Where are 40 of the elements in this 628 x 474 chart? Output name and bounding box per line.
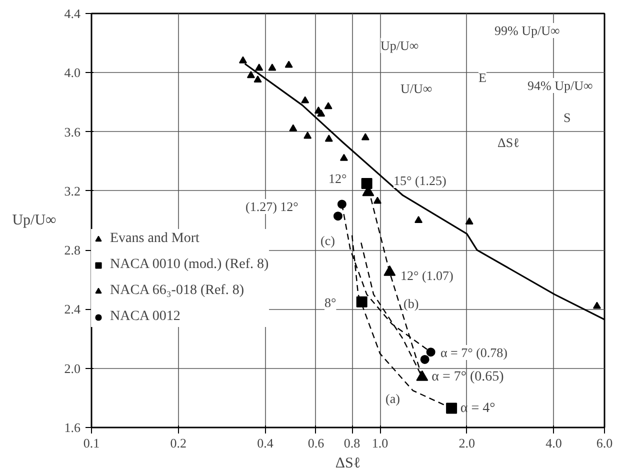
annotation: (c) bbox=[320, 233, 335, 248]
y-tick-label: 3.6 bbox=[64, 124, 81, 140]
annotation: 12° bbox=[328, 171, 347, 186]
legend-label: Evans and Mort bbox=[110, 231, 200, 247]
annotation: ΔSℓ bbox=[498, 135, 520, 150]
annotation: 12° (1.07) bbox=[400, 268, 454, 283]
annotation: Up/U∞ bbox=[380, 38, 419, 53]
x-tick-label: 4.0 bbox=[546, 436, 562, 450]
x-tick-label: 0.8 bbox=[344, 436, 360, 450]
x-tick-label: 0.2 bbox=[170, 436, 186, 450]
annotation: S bbox=[564, 110, 571, 125]
y-tick-label: 4.0 bbox=[64, 65, 80, 80]
annotation: 94% Up/U∞ bbox=[528, 78, 593, 93]
y-tick-label: 1.6 bbox=[64, 420, 81, 435]
y-tick-label: 2.8 bbox=[64, 242, 80, 258]
x-tick-label: 2.0 bbox=[458, 436, 475, 450]
x-tick-label: 0.1 bbox=[83, 436, 100, 450]
legend-label: NACA 0012 bbox=[110, 309, 180, 325]
annotation: α = 7° (0.65) bbox=[432, 370, 504, 385]
legend-label: NACA 66₃-018 (Ref. 8) bbox=[110, 283, 244, 299]
x-tick-label: 6.0 bbox=[596, 436, 613, 450]
y-tick-label: 4.4 bbox=[64, 6, 81, 21]
y-tick-label: 2.0 bbox=[64, 360, 80, 376]
annotation: (b) bbox=[404, 296, 419, 311]
x-tick-label: 0.4 bbox=[257, 436, 274, 450]
annotation: (a) bbox=[386, 391, 400, 406]
legend-label: NACA 0010 (mod.) (Ref. 8) bbox=[110, 257, 269, 273]
annotation: 15° (1.25) bbox=[394, 173, 446, 188]
y-axis-title: Up/U∞ bbox=[12, 212, 57, 228]
annotation: (1.27) 12° bbox=[246, 199, 298, 214]
x-tick-label: 1.0 bbox=[372, 436, 388, 450]
annotation: 8° bbox=[324, 295, 336, 310]
y-tick-label: 2.4 bbox=[64, 302, 81, 317]
x-axis-title: ΔSℓ bbox=[335, 456, 361, 472]
annotation: E bbox=[478, 70, 486, 85]
annotation: 99% Up/U∞ bbox=[494, 23, 560, 38]
annotation: U/U∞ bbox=[400, 81, 432, 96]
annotation: α = 7° (0.78) bbox=[440, 345, 508, 360]
y-tick-label: 3.2 bbox=[64, 183, 80, 198]
x-tick-label: 0.6 bbox=[308, 436, 325, 450]
